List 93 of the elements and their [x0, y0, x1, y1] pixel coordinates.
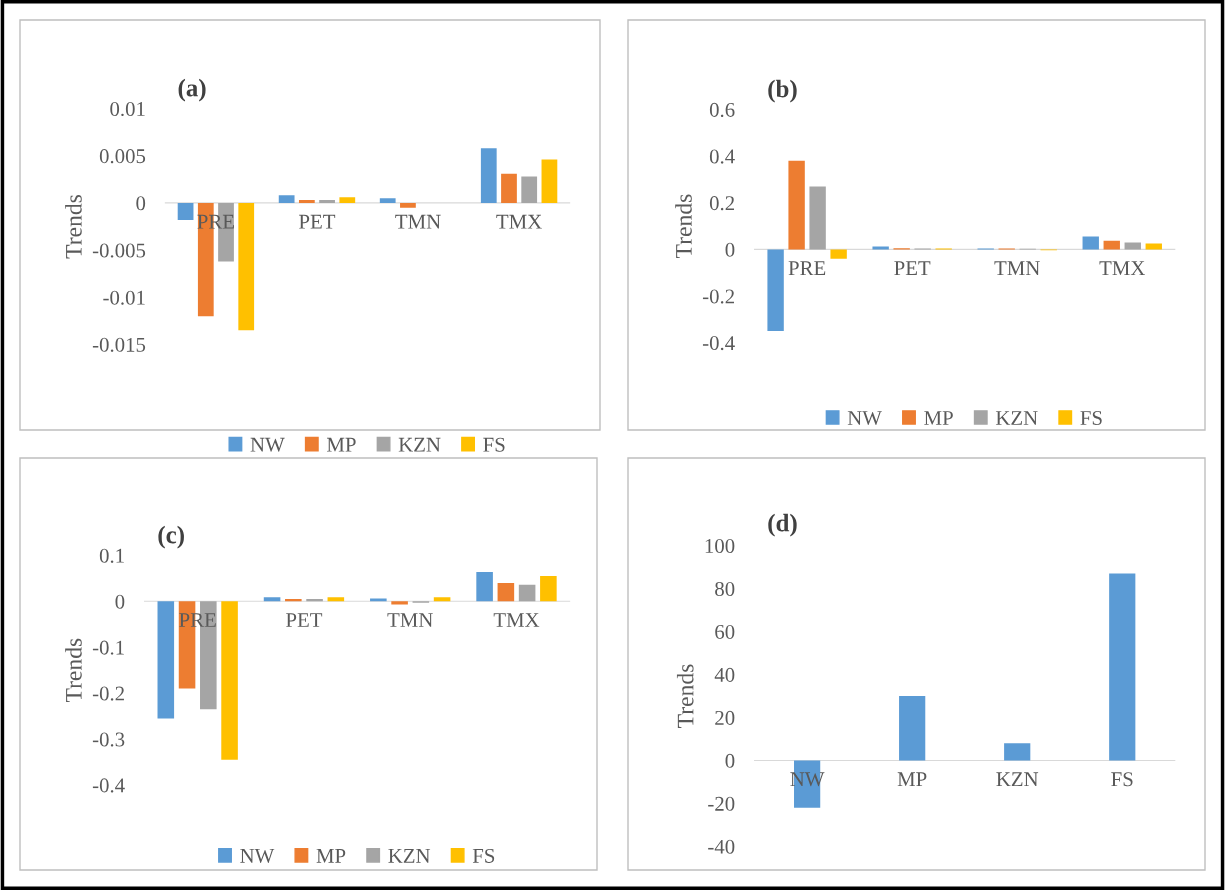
bar [238, 202, 255, 331]
bar [433, 597, 451, 602]
bar [298, 200, 315, 203]
y-axis-title: Trends [675, 194, 692, 258]
bar [541, 159, 558, 203]
y-tick-label: 40 [714, 667, 735, 682]
bar [1004, 743, 1031, 761]
y-tick-label: -0.2 [702, 289, 735, 304]
bar [157, 601, 175, 719]
legend-label: KZN [995, 411, 1038, 425]
bar [899, 695, 926, 761]
bar [1082, 236, 1099, 250]
bar [1103, 240, 1120, 250]
chart-title: (d) [768, 513, 797, 537]
y-tick-label: 80 [715, 581, 735, 596]
bar [830, 249, 847, 259]
legend-label: NW [250, 437, 285, 452]
y-tick-label: 0.005 [99, 149, 146, 164]
bar [221, 601, 238, 760]
y-tick-label: -0.4 [702, 336, 735, 351]
y-tick-label: -0.4 [92, 778, 125, 793]
bar [497, 582, 515, 602]
x-tick-label: FS [1111, 772, 1133, 787]
x-tick-label: PRE [179, 613, 216, 627]
bar [521, 176, 538, 203]
x-tick-label: PRE [197, 214, 234, 229]
bar [518, 584, 536, 602]
y-tick-label: 0.4 [709, 149, 735, 164]
bar [480, 148, 497, 203]
legend-label: NW [240, 849, 275, 863]
bar [501, 173, 517, 203]
x-tick-label: PET [286, 613, 323, 627]
x-tick-label: TMX [493, 613, 540, 627]
y-tick-label: 0.01 [110, 101, 145, 117]
y-tick-label: 0.1 [99, 548, 124, 563]
y-tick-label: 0.6 [709, 102, 735, 117]
y-axis-title: Trends [65, 194, 82, 259]
y-tick-label: 0 [136, 196, 146, 211]
bar [391, 601, 408, 605]
y-tick-label: 20 [715, 710, 735, 725]
y-tick-label: 60 [715, 624, 735, 639]
y-tick-label: -0.015 [92, 337, 146, 352]
x-tick-label: PET [299, 214, 336, 229]
x-tick-label: MP [897, 772, 927, 787]
y-tick-label: -0.2 [92, 686, 124, 701]
y-tick-label: 100 [705, 538, 735, 553]
x-tick-label: KZN [996, 772, 1039, 787]
legend-label: KZN [388, 849, 431, 863]
y-tick-label: -0.1 [92, 640, 124, 655]
y-tick-label: 0 [725, 242, 735, 257]
y-tick-label: -0.3 [92, 732, 125, 747]
bar [400, 202, 416, 208]
x-tick-label: TMN [387, 613, 433, 627]
bar [327, 597, 345, 602]
bar [767, 249, 784, 331]
bar [177, 202, 194, 220]
x-tick-label: TMX [1099, 261, 1146, 275]
x-tick-label: TMN [994, 261, 1040, 275]
bar [379, 198, 396, 203]
y-tick-label: -0.005 [92, 243, 146, 258]
y-tick-label: 0 [725, 753, 735, 768]
x-tick-label: PET [894, 261, 931, 275]
x-tick-label: PRE [788, 261, 826, 275]
legend-label: FS [483, 437, 505, 452]
chart-title: (a) [178, 78, 206, 102]
legend-label: FS [472, 848, 495, 863]
bar [476, 571, 493, 602]
bar [540, 576, 557, 602]
x-tick-label: TMN [395, 214, 441, 229]
y-tick-label: -20 [708, 796, 735, 811]
legend-label: FS [1080, 411, 1102, 426]
bar [788, 160, 805, 250]
bar [263, 597, 281, 602]
bar [1124, 242, 1141, 250]
legend-label: MP [924, 411, 953, 425]
legend-label: MP [326, 437, 356, 452]
bar [339, 197, 356, 203]
chart-title: (b) [768, 79, 797, 103]
bar [319, 200, 335, 203]
bar [1109, 573, 1136, 761]
legend-label: NW [847, 411, 882, 426]
y-tick-label: 0.2 [709, 196, 735, 211]
chart-title: (c) [158, 525, 184, 549]
bar [809, 186, 826, 250]
y-axis-title: Trends [676, 664, 694, 728]
y-axis-title: Trends [65, 638, 82, 703]
x-tick-label: TMX [496, 214, 542, 229]
bar [278, 195, 295, 203]
y-tick-label: 0 [115, 594, 125, 609]
y-tick-label: -40 [708, 839, 735, 854]
legend-label: MP [316, 849, 346, 863]
legend-label: KZN [398, 437, 441, 452]
y-tick-label: -0.01 [103, 290, 145, 305]
